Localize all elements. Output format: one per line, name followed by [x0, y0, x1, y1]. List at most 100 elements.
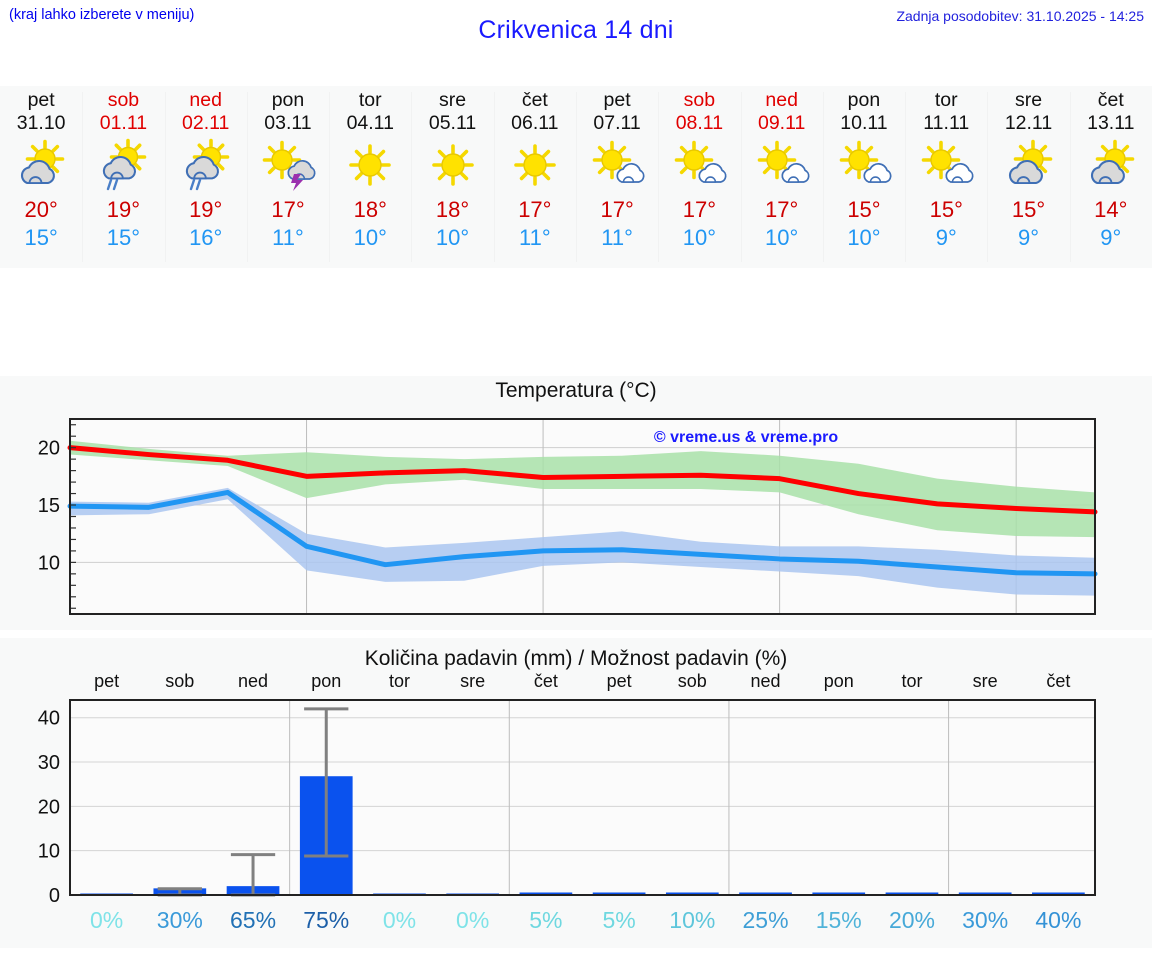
sun-with-small-cloud-icon	[671, 138, 727, 194]
sun-behind-cloud-icon	[13, 138, 69, 194]
day-column-1[interactable]: sob 01.11 19° 15°	[82, 86, 164, 268]
sun-icon	[425, 138, 481, 194]
svg-text:25%: 25%	[743, 907, 789, 933]
day-column-8[interactable]: sob 08.11 17° 10°	[658, 86, 740, 268]
day-name: ned	[189, 89, 222, 111]
temperature-chart-title: Temperatura (°C)	[495, 379, 657, 402]
day-date: 04.11	[346, 112, 394, 134]
day-column-12[interactable]: sre 12.11 15° 9°	[987, 86, 1069, 268]
day-name: pon	[847, 89, 881, 111]
svg-text:ned: ned	[238, 671, 268, 691]
svg-text:75%: 75%	[303, 907, 349, 933]
day-min-temp: 15°	[24, 225, 58, 250]
day-date: 01.11	[99, 112, 148, 134]
daily-forecast-strip: pet 31.10 20° 15° sob 01.11 19° 15° ned 02.11	[0, 86, 1152, 268]
precipitation-chart-title: Količina padavin (mm) / Možnost padavin …	[364, 647, 788, 670]
svg-text:pet: pet	[94, 671, 119, 691]
day-date: 31.10	[16, 112, 66, 134]
day-name: sre	[1014, 89, 1043, 111]
sun-with-small-cloud-icon	[836, 138, 892, 194]
day-min-temp: 10°	[353, 225, 387, 250]
svg-text:20: 20	[38, 796, 60, 818]
day-max-temp: 20°	[24, 197, 58, 222]
day-column-9[interactable]: ned 09.11 17° 10°	[740, 86, 823, 268]
day-column-0[interactable]: pet 31.10 20° 15°	[0, 86, 82, 268]
sun-icon	[507, 138, 563, 194]
svg-text:10: 10	[38, 841, 60, 863]
page-title: Crikvenica 14 dni	[478, 16, 674, 44]
day-max-temp: 19°	[106, 197, 141, 222]
day-name: tor	[358, 89, 382, 111]
day-max-temp: 15°	[847, 197, 881, 222]
day-column-10[interactable]: pon 10.11 15° 10°	[822, 86, 905, 268]
sun-behind-cloud-icon	[1001, 138, 1057, 194]
day-max-temp: 17°	[682, 197, 717, 222]
svg-text:0%: 0%	[90, 907, 123, 933]
day-max-temp: 18°	[435, 197, 470, 222]
day-name: sre	[439, 89, 467, 111]
day-name: tor	[934, 89, 958, 111]
day-column-5[interactable]: sre 05.11 18° 10°	[411, 86, 493, 268]
day-min-temp: 16°	[189, 225, 223, 250]
day-min-temp: 10°	[847, 225, 881, 250]
svg-text:0%: 0%	[456, 907, 489, 933]
day-max-temp: 17°	[271, 197, 305, 222]
day-column-7[interactable]: pet 07.11 17° 11°	[575, 86, 658, 268]
day-min-temp: 11°	[272, 225, 304, 250]
svg-text:ned: ned	[751, 671, 781, 691]
svg-text:pet: pet	[607, 671, 632, 691]
day-name: ned	[765, 89, 798, 111]
svg-text:15%: 15%	[816, 907, 862, 933]
day-date: 13.11	[1087, 112, 1135, 134]
day-name: sob	[683, 89, 716, 111]
menu-hint: (kraj lahko izberete v meniju)	[9, 7, 195, 23]
top-bar: (kraj lahko izberete v meniju) Crikvenic…	[0, 0, 1152, 56]
svg-text:10: 10	[38, 552, 60, 574]
sun-with-small-cloud-icon	[918, 138, 974, 194]
day-max-temp: 17°	[518, 197, 552, 222]
svg-text:sob: sob	[678, 671, 707, 691]
day-column-4[interactable]: tor 04.11 18° 10°	[329, 86, 411, 268]
day-column-2[interactable]: ned 02.11 19° 16°	[164, 86, 247, 268]
svg-text:5%: 5%	[529, 907, 562, 933]
sun-behind-rain-cloud-icon	[178, 138, 234, 194]
day-date: 08.11	[675, 112, 724, 134]
day-min-temp: 11°	[601, 225, 633, 250]
temperature-chart: 10 15 20 © vreme.us & vreme.pro	[38, 418, 1098, 615]
svg-text:0%: 0%	[383, 907, 416, 933]
day-min-temp: 10°	[765, 225, 799, 250]
svg-text:30%: 30%	[962, 907, 1008, 933]
svg-text:65%: 65%	[230, 907, 276, 933]
day-column-11[interactable]: tor 11.11 15° 9°	[905, 86, 987, 268]
precipitation-panel: Količina padavin (mm) / Možnost padavin …	[0, 638, 1152, 948]
day-date: 06.11	[511, 112, 559, 134]
day-min-temp: 9°	[1017, 225, 1040, 250]
day-min-temp: 9°	[935, 225, 957, 250]
sun-icon	[342, 138, 398, 194]
sun-with-small-cloud-icon	[589, 138, 645, 194]
day-name: sob	[107, 89, 140, 111]
svg-text:15: 15	[38, 495, 60, 517]
day-min-temp: 10°	[682, 225, 717, 250]
day-date: 05.11	[428, 112, 477, 134]
day-min-temp: 9°	[1100, 225, 1122, 250]
temperature-panel: Temperatura (°C) 10 15 20 © vreme.us & vrem…	[0, 376, 1152, 630]
day-min-temp: 10°	[435, 225, 470, 250]
day-name: pon	[271, 89, 305, 111]
day-date: 11.11	[923, 112, 970, 134]
svg-text:pon: pon	[311, 671, 341, 691]
day-name: čet	[1097, 89, 1124, 111]
day-date: 07.11	[593, 112, 641, 134]
sun-with-small-cloud-icon	[754, 138, 810, 194]
day-column-13[interactable]: čet 13.11 14° 9°	[1069, 86, 1152, 268]
svg-text:20%: 20%	[889, 907, 935, 933]
day-max-temp: 15°	[929, 197, 963, 222]
day-max-temp: 19°	[189, 197, 223, 222]
day-name: pet	[603, 89, 631, 111]
last-updated: Zadnja posodobitev: 31.10.2025 - 14:25	[896, 8, 1144, 24]
day-column-3[interactable]: pon 03.11 17° 11°	[246, 86, 329, 268]
sun-with-thunderstorm-icon	[260, 138, 316, 194]
day-max-temp: 17°	[765, 197, 799, 222]
day-column-6[interactable]: čet 06.11 17° 11°	[493, 86, 576, 268]
